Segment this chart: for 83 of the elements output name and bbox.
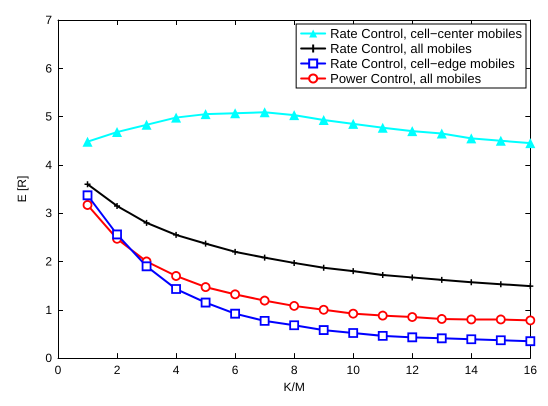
point — [407, 312, 418, 322]
x-tick-label: 14 — [464, 363, 478, 378]
point — [289, 110, 300, 120]
x-axis-title: K/M — [283, 380, 305, 394]
point — [407, 332, 418, 342]
legend-label: Power Control, all mobiles — [330, 71, 482, 86]
point — [171, 112, 182, 123]
point — [378, 310, 388, 320]
point — [409, 274, 416, 280]
point — [291, 260, 298, 266]
point — [82, 136, 93, 147]
legend-label: Rate Control, cell−edge mobiles — [330, 56, 516, 71]
point — [527, 283, 534, 290]
x-tick-label: 4 — [172, 363, 180, 378]
point — [318, 304, 329, 315]
y-tick-label: 7 — [45, 13, 52, 27]
point — [436, 333, 447, 344]
point — [496, 335, 506, 346]
point — [438, 276, 445, 283]
point — [232, 248, 238, 255]
point — [114, 202, 120, 209]
point — [378, 330, 388, 341]
x-tick-label: 16 — [524, 363, 538, 378]
y-axis-title: E [R] — [15, 176, 29, 202]
point — [466, 314, 476, 324]
point — [348, 328, 358, 338]
point — [173, 232, 180, 238]
point — [84, 181, 91, 188]
point — [230, 308, 240, 319]
point — [289, 320, 300, 330]
x-tick-label: 12 — [406, 363, 420, 378]
point — [378, 122, 388, 133]
x-tick-label: 8 — [290, 363, 298, 378]
point — [496, 314, 506, 324]
x-tick-label: 10 — [346, 363, 360, 378]
point — [525, 138, 536, 148]
point — [200, 109, 211, 120]
point — [82, 190, 92, 200]
point — [142, 261, 152, 272]
point — [318, 325, 329, 335]
point — [318, 114, 329, 125]
point — [260, 296, 270, 306]
point — [260, 316, 270, 326]
y-tick-label: 4 — [45, 158, 52, 172]
point — [142, 120, 152, 130]
legend-label: Rate Control, all mobiles — [330, 41, 472, 56]
point — [380, 272, 386, 278]
point — [171, 284, 181, 294]
point — [289, 301, 300, 311]
point — [202, 240, 209, 247]
point — [525, 336, 536, 346]
point — [200, 298, 210, 308]
point — [230, 108, 240, 118]
x-tick-label: 2 — [114, 363, 121, 378]
y-tick-label: 6 — [45, 61, 52, 76]
point — [466, 334, 476, 344]
x-tick-label: 6 — [232, 363, 239, 378]
point — [436, 128, 447, 139]
y-tick-label: 3 — [45, 206, 52, 220]
y-tick-label: 5 — [45, 110, 52, 124]
point — [350, 268, 356, 274]
point — [112, 127, 122, 138]
point — [200, 282, 210, 292]
point — [260, 107, 270, 118]
legend-label: Rate Control, cell−center mobiles — [330, 26, 522, 41]
point — [320, 264, 327, 271]
point — [525, 316, 536, 326]
point — [407, 126, 418, 136]
point — [262, 254, 268, 261]
point — [496, 136, 506, 146]
point — [171, 271, 181, 281]
y-tick-label: 0 — [45, 351, 52, 366]
x-tick-label: 0 — [54, 363, 62, 378]
point — [112, 230, 122, 240]
point — [348, 308, 358, 319]
point — [144, 220, 150, 226]
y-tick-label: 1 — [45, 302, 52, 317]
point — [82, 200, 92, 210]
point — [230, 289, 240, 300]
point — [436, 314, 447, 324]
y-tick-label: 2 — [45, 254, 52, 268]
point — [348, 118, 358, 129]
point — [466, 133, 476, 144]
